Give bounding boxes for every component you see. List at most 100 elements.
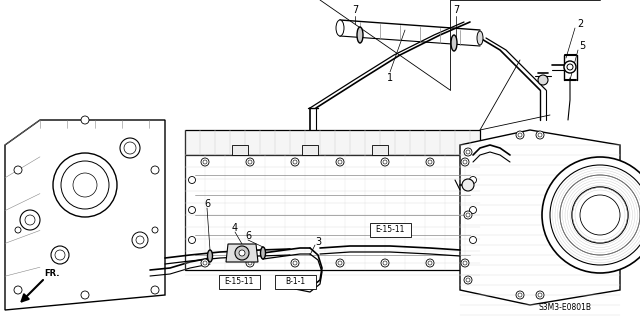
Polygon shape [5,120,165,310]
Circle shape [14,286,22,294]
Circle shape [381,158,389,166]
Polygon shape [302,145,318,155]
Circle shape [293,160,297,164]
Text: 6: 6 [245,231,251,241]
Circle shape [567,64,573,70]
FancyBboxPatch shape [369,222,410,236]
Polygon shape [232,145,248,155]
Circle shape [20,210,40,230]
Text: 4: 4 [232,223,238,233]
Text: E-15-11: E-15-11 [375,226,404,234]
Circle shape [538,293,542,297]
Circle shape [463,261,467,265]
Ellipse shape [336,20,344,36]
Text: S3M3-E0801B: S3M3-E0801B [538,303,591,313]
Circle shape [248,261,252,265]
Circle shape [466,213,470,217]
Circle shape [428,160,432,164]
FancyBboxPatch shape [218,275,259,288]
Polygon shape [460,130,620,305]
Circle shape [203,261,207,265]
Circle shape [189,236,195,243]
FancyBboxPatch shape [275,275,316,288]
Text: 1: 1 [387,73,393,83]
Circle shape [461,158,469,166]
Circle shape [461,259,469,267]
Circle shape [516,131,524,139]
Circle shape [466,150,470,154]
Circle shape [580,195,620,235]
Circle shape [516,291,524,299]
Circle shape [383,261,387,265]
Circle shape [560,175,640,255]
Circle shape [293,261,297,265]
Polygon shape [185,155,480,270]
Circle shape [246,158,254,166]
Circle shape [466,278,470,282]
Polygon shape [372,145,388,155]
Circle shape [55,250,65,260]
Ellipse shape [477,31,483,45]
Circle shape [291,158,299,166]
Circle shape [51,246,69,264]
Circle shape [428,261,432,265]
Text: FR.: FR. [44,270,60,278]
Circle shape [14,166,22,174]
Ellipse shape [451,35,457,51]
Circle shape [470,236,477,243]
Circle shape [426,259,434,267]
Circle shape [536,131,544,139]
Polygon shape [185,130,480,155]
Circle shape [464,148,472,156]
Circle shape [336,259,344,267]
Circle shape [201,259,209,267]
Circle shape [470,206,477,213]
Circle shape [73,173,97,197]
Circle shape [203,160,207,164]
Circle shape [189,176,195,183]
Text: 6: 6 [204,199,210,209]
Ellipse shape [207,250,212,262]
Circle shape [518,293,522,297]
Circle shape [462,179,474,191]
Circle shape [464,211,472,219]
Circle shape [381,259,389,267]
Circle shape [336,158,344,166]
Circle shape [248,160,252,164]
Circle shape [464,276,472,284]
Circle shape [338,261,342,265]
Circle shape [136,236,144,244]
Circle shape [152,227,158,233]
Circle shape [235,246,249,260]
Text: 3: 3 [315,237,321,247]
Circle shape [120,138,140,158]
Circle shape [564,61,576,73]
Circle shape [291,259,299,267]
Text: 7: 7 [453,5,459,15]
Circle shape [239,250,245,256]
Circle shape [536,291,544,299]
Circle shape [15,227,21,233]
Circle shape [53,153,117,217]
Circle shape [542,157,640,273]
Circle shape [81,116,89,124]
Circle shape [25,215,35,225]
Text: 5: 5 [579,41,585,51]
Circle shape [201,158,209,166]
Text: B-1-1: B-1-1 [285,278,305,286]
Circle shape [81,291,89,299]
Circle shape [151,166,159,174]
Circle shape [246,259,254,267]
Circle shape [463,160,467,164]
Circle shape [572,187,628,243]
Circle shape [550,165,640,265]
Circle shape [470,176,477,183]
Circle shape [124,142,136,154]
Circle shape [518,133,522,137]
Circle shape [338,160,342,164]
Circle shape [538,75,548,85]
Ellipse shape [357,27,363,43]
Circle shape [189,206,195,213]
Circle shape [132,232,148,248]
Circle shape [426,158,434,166]
